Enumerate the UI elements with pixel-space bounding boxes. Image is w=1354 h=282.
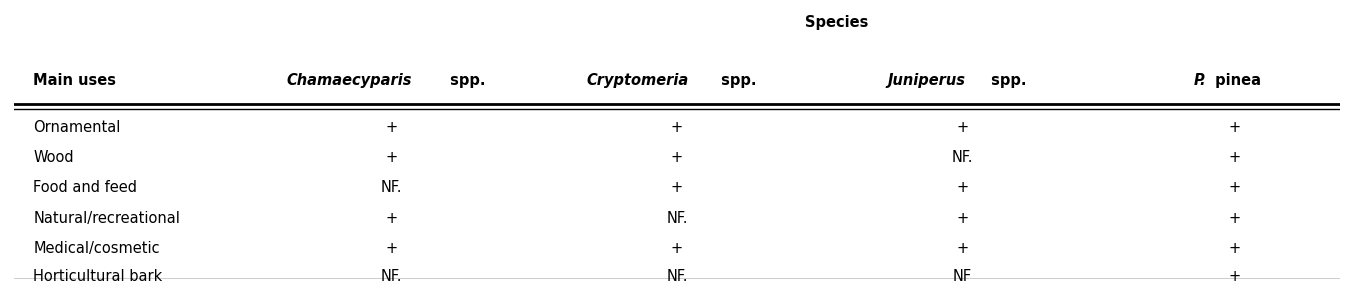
Text: +: +	[1228, 150, 1240, 165]
Text: spp.: spp.	[445, 73, 486, 88]
Text: +: +	[672, 150, 682, 165]
Text: +: +	[956, 120, 968, 135]
Text: Juniperus: Juniperus	[887, 73, 965, 88]
Text: +: +	[956, 241, 968, 256]
Text: Horticultural bark: Horticultural bark	[34, 269, 162, 282]
Text: Chamaecyparis: Chamaecyparis	[287, 73, 412, 88]
Text: +: +	[956, 180, 968, 195]
Text: +: +	[672, 241, 682, 256]
Text: +: +	[1228, 180, 1240, 195]
Text: Medical/cosmetic: Medical/cosmetic	[34, 241, 160, 256]
Text: Food and feed: Food and feed	[34, 180, 138, 195]
Text: pinea: pinea	[1210, 73, 1261, 88]
Text: NF: NF	[953, 269, 972, 282]
Text: spp.: spp.	[716, 73, 757, 88]
Text: +: +	[672, 120, 682, 135]
Text: +: +	[386, 120, 398, 135]
Text: +: +	[672, 180, 682, 195]
Text: NF.: NF.	[380, 180, 402, 195]
Text: +: +	[1228, 269, 1240, 282]
Text: Wood: Wood	[34, 150, 74, 165]
Text: NF.: NF.	[666, 269, 688, 282]
Text: +: +	[386, 241, 398, 256]
Text: +: +	[956, 211, 968, 226]
Text: +: +	[1228, 120, 1240, 135]
Text: Natural/recreational: Natural/recreational	[34, 211, 180, 226]
Text: Cryptomeria: Cryptomeria	[586, 73, 689, 88]
Text: +: +	[386, 211, 398, 226]
Text: Species: Species	[804, 15, 868, 30]
Text: P.: P.	[1194, 73, 1206, 88]
Text: Ornamental: Ornamental	[34, 120, 121, 135]
Text: spp.: spp.	[986, 73, 1026, 88]
Text: +: +	[1228, 241, 1240, 256]
Text: Main uses: Main uses	[34, 73, 116, 88]
Text: +: +	[386, 150, 398, 165]
Text: NF.: NF.	[380, 269, 402, 282]
Text: NF.: NF.	[666, 211, 688, 226]
Text: NF.: NF.	[952, 150, 974, 165]
Text: +: +	[1228, 211, 1240, 226]
